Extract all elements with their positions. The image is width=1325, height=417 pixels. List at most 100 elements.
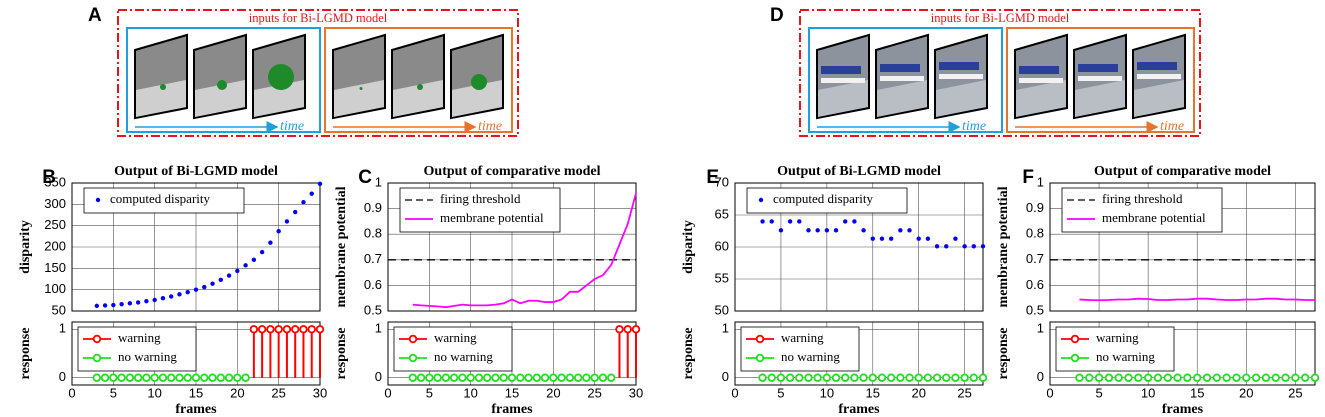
stem-marker: [191, 373, 201, 382]
x-tick-label: 5: [1095, 385, 1102, 400]
stem: [1153, 373, 1163, 382]
chart-title: Output of Bi-LGMD model: [114, 164, 278, 179]
stem-marker: [969, 373, 979, 382]
stem-marker: [458, 373, 467, 382]
stem-marker: [942, 373, 951, 382]
stem: [549, 373, 558, 382]
legend-box: [746, 187, 908, 214]
time-label: time: [280, 119, 304, 134]
stem-marker: [1183, 373, 1192, 382]
legend-marker: [95, 197, 101, 203]
stem: [175, 373, 184, 382]
stem-marker: [307, 325, 316, 334]
stem: [158, 373, 168, 382]
time-label: time: [1160, 119, 1184, 134]
stem-marker: [960, 373, 969, 382]
stem: [458, 373, 467, 382]
data-point: [243, 263, 248, 268]
input-frame: [117, 9, 519, 137]
stem: [767, 373, 776, 382]
stem: [598, 373, 608, 382]
legend-box: [77, 326, 197, 372]
y-tick-label: 50: [715, 302, 729, 317]
stem: [615, 325, 624, 378]
stem: [282, 325, 292, 378]
data-point: [160, 296, 166, 301]
photo-floor: [334, 80, 384, 117]
stem: [1134, 373, 1143, 382]
stem: [1183, 373, 1192, 382]
stem: [623, 325, 632, 378]
stem-marker: [549, 373, 558, 382]
panel-label: F: [1022, 167, 1034, 188]
stem-marker: [1134, 373, 1143, 382]
x-tick-label: 5: [110, 385, 117, 400]
time-label: time: [478, 119, 502, 134]
data-point: [971, 244, 977, 249]
stem: [249, 325, 259, 378]
stem: [483, 373, 492, 382]
y-tick-label: 0.7: [364, 251, 382, 266]
axes-box: [734, 321, 984, 386]
stem: [590, 373, 599, 382]
stem-marker: [573, 373, 583, 382]
data-line: [412, 193, 637, 309]
stem: [565, 373, 575, 382]
stem-marker: [441, 373, 451, 382]
legend-marker: [758, 197, 764, 203]
stem: [841, 373, 850, 382]
stem-marker: [582, 373, 591, 382]
stem-marker: [557, 373, 566, 382]
axes-box: [1049, 182, 1316, 312]
stem: [100, 373, 110, 382]
y-axis-label: membrane potential: [996, 186, 1011, 307]
data-point: [177, 292, 182, 297]
stem-marker: [776, 373, 786, 382]
stem-marker: [1094, 373, 1104, 382]
data-point: [907, 228, 912, 233]
stem: [191, 373, 201, 382]
stem-marker: [905, 373, 914, 382]
photo-floor: [195, 80, 245, 117]
y-axis-label: response: [18, 328, 33, 380]
data-point: [843, 219, 848, 224]
stem-marker: [886, 373, 896, 382]
stem: [540, 373, 550, 382]
stem-marker: [868, 373, 877, 382]
object: [217, 80, 227, 90]
data-point: [276, 229, 281, 234]
stem-marker: [474, 373, 484, 382]
stem-marker: [1163, 373, 1172, 382]
stem: [1075, 373, 1084, 382]
stem-marker: [1114, 373, 1123, 382]
input-caption: inputs for Bi-LGMD model: [249, 11, 388, 25]
y-tick-label: 1: [375, 174, 382, 189]
y-tick-label: 0: [722, 369, 729, 384]
object: [1078, 76, 1122, 81]
y-axis-label: response: [334, 328, 349, 380]
stem-marker: [175, 373, 184, 382]
stem: [1300, 373, 1310, 382]
photo-floor: [1016, 80, 1066, 117]
legend-label: no warning: [118, 349, 177, 364]
y-tick-label: 350: [44, 174, 66, 189]
stem-marker: [233, 373, 242, 382]
stem: [914, 373, 923, 382]
y-tick-label: 0.8: [1026, 226, 1044, 241]
legend-marker: [92, 353, 102, 363]
stem-marker: [804, 373, 813, 382]
x-tick-label: 0: [1046, 385, 1053, 400]
stem: [795, 373, 804, 382]
x-tick-label: 15: [505, 385, 519, 400]
y-tick-label: 0.5: [364, 302, 382, 317]
y-tick-label: 60: [715, 238, 729, 253]
data-point: [833, 228, 839, 233]
x-tick-label: 30: [629, 385, 643, 400]
stem: [1163, 373, 1172, 382]
view-box: [324, 27, 513, 133]
data-point: [301, 200, 306, 205]
stem: [951, 373, 960, 382]
stem-marker: [274, 325, 283, 334]
data-point: [268, 240, 273, 245]
